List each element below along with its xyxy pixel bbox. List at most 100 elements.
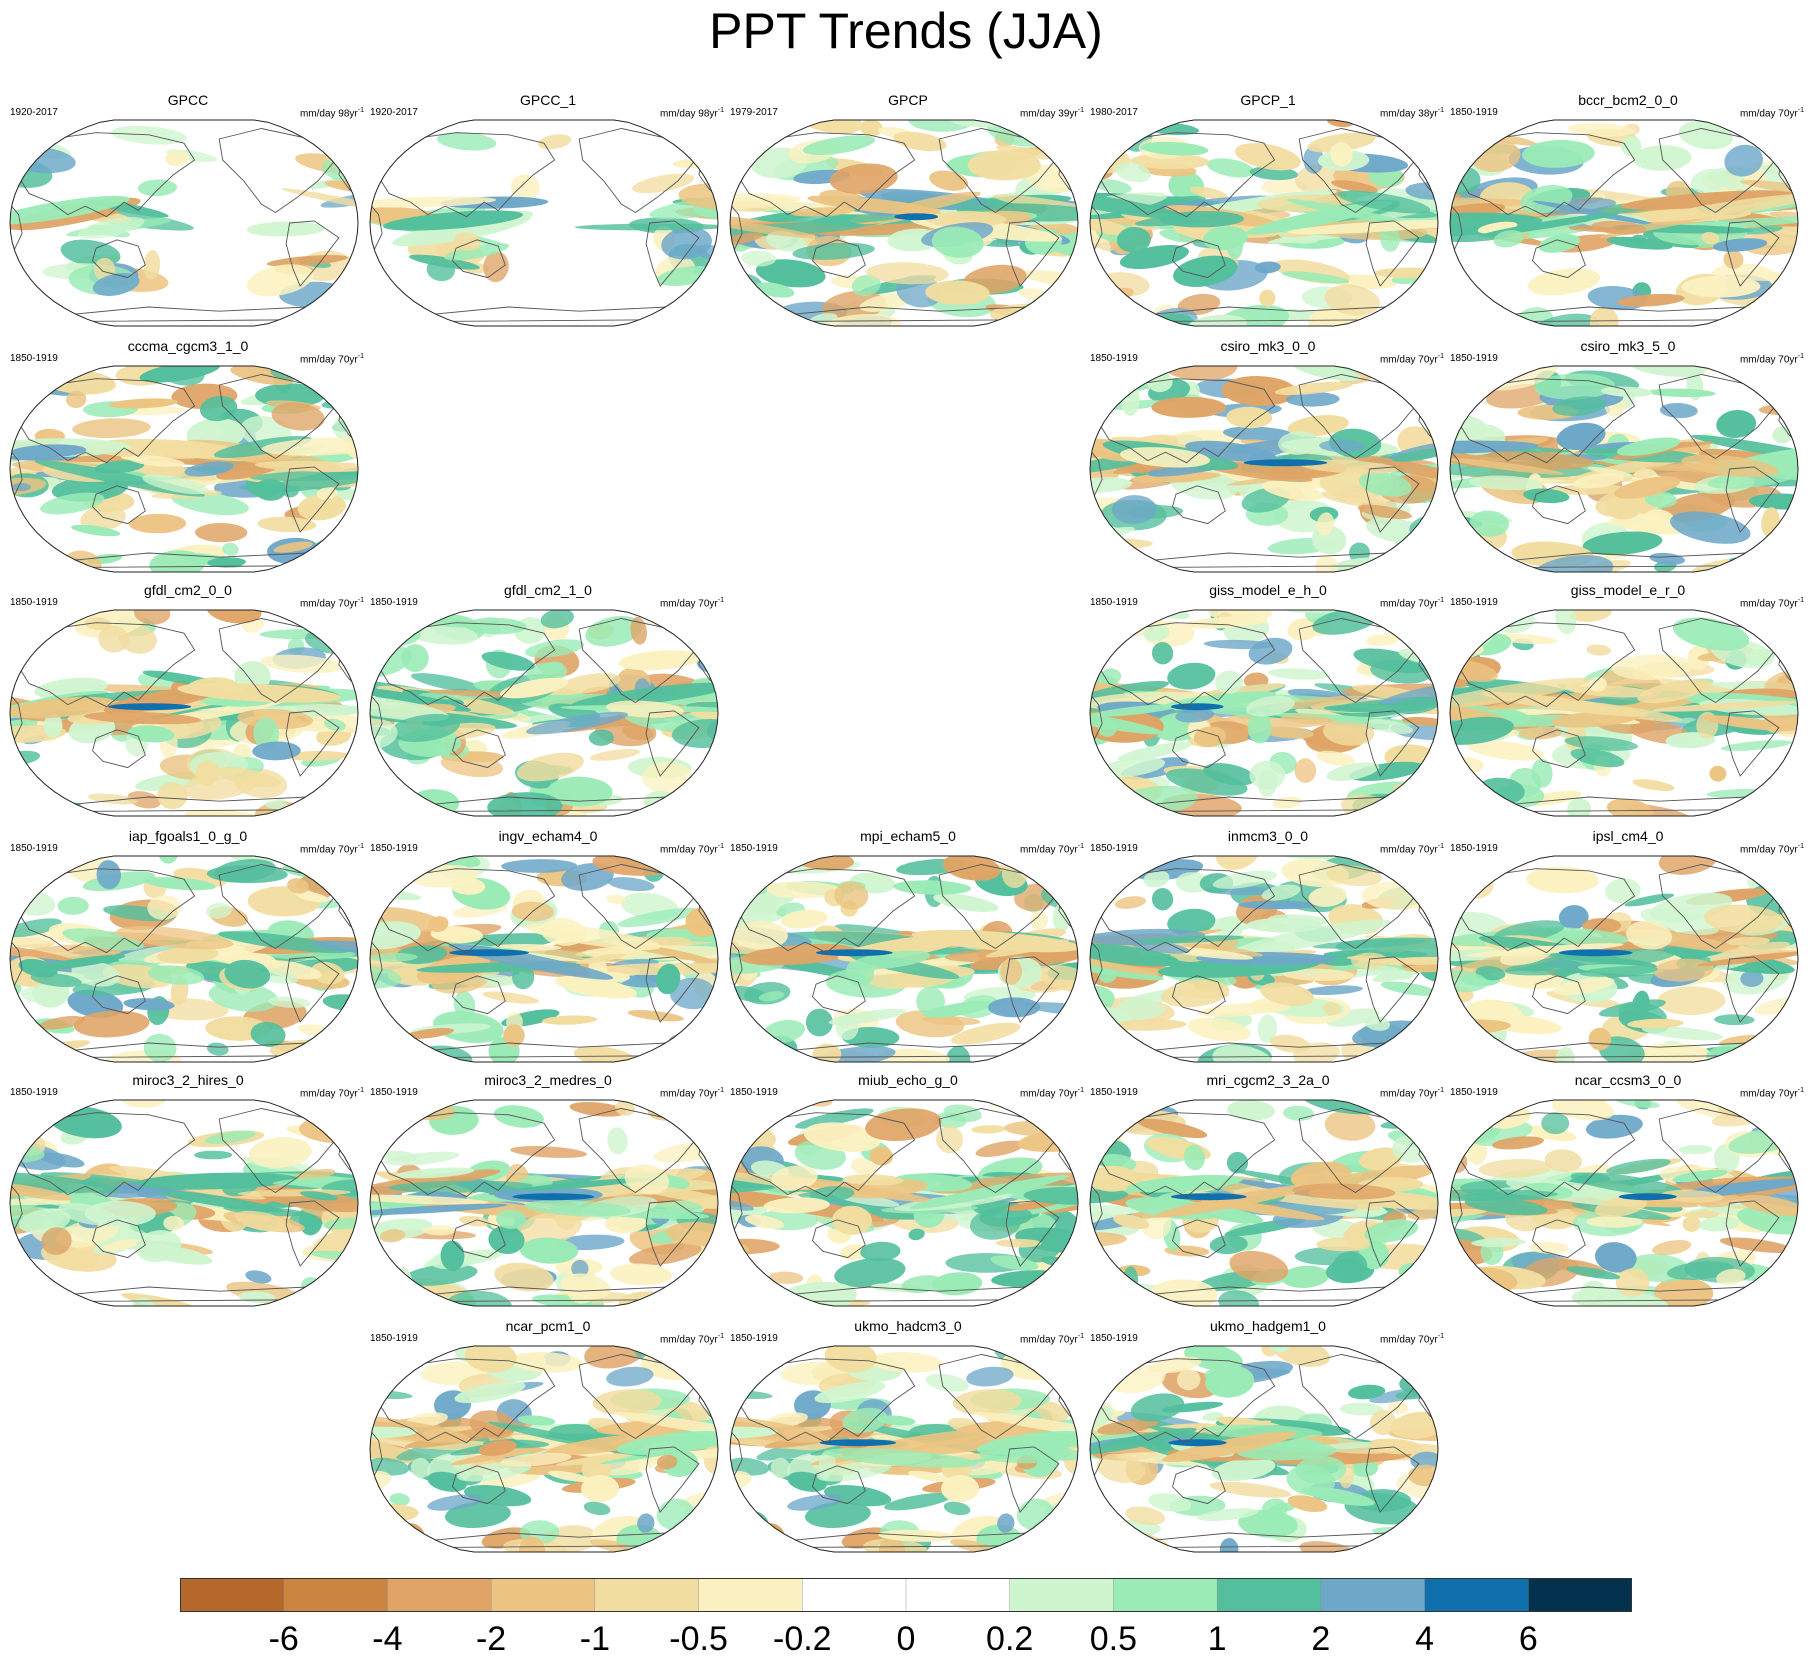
contour-patch: [1159, 366, 1238, 381]
contour-patch: [1450, 1189, 1558, 1201]
panel-title: GPCC: [167, 92, 209, 108]
contour-patch: [1632, 779, 1675, 792]
contour-patch: [10, 800, 34, 816]
contour-patch: [1770, 320, 1798, 326]
contour-patch: [1234, 143, 1301, 171]
contour-patch: [744, 1214, 785, 1229]
coastline-samerica: [1005, 1446, 1060, 1513]
contour-patch: [1450, 311, 1483, 326]
contour-patch: [253, 717, 280, 750]
contour-patch: [295, 891, 329, 903]
contour-patch: [1206, 158, 1255, 178]
coastline-asia: [18, 868, 196, 954]
contour-patch: [10, 696, 115, 719]
contour-patch: [758, 991, 785, 1002]
map-field: [369, 1099, 719, 1307]
coastline-africa: [1090, 446, 1103, 504]
contour-patch: [909, 1175, 1070, 1209]
panel-units: mm/day 70yr-1: [299, 843, 364, 856]
contour-patch: [370, 1203, 508, 1216]
colorbar-swatch: [698, 1578, 803, 1612]
panel-title: giss_model_e_r_0: [1570, 582, 1686, 598]
coastline-australia: [91, 1219, 146, 1259]
contour-patch: [1261, 1346, 1278, 1357]
contour-patch: [1151, 396, 1227, 418]
contour-patch: [1303, 146, 1324, 174]
contour-patch: [922, 1015, 981, 1026]
contour-patch: [1130, 940, 1190, 954]
contour-patch: [222, 542, 239, 556]
coastline-asia: [1098, 378, 1276, 464]
contour-patch: [29, 1100, 69, 1117]
coastline-africa: [1090, 1426, 1103, 1484]
contour-patch: [730, 1100, 770, 1108]
contour-patch: [1568, 123, 1635, 137]
contour-patch: [436, 132, 497, 151]
contour-patch: [143, 1033, 177, 1062]
coastline-asia: [738, 1358, 916, 1444]
contour-patch: [834, 881, 869, 910]
panel-title: gfdl_cm2_0_0: [144, 582, 232, 598]
contour-patch: [423, 1225, 457, 1236]
contour-patch: [1527, 268, 1601, 296]
contour-patch: [204, 1130, 256, 1144]
contour-patch: [1569, 610, 1612, 622]
map-outline: [1089, 609, 1439, 817]
map-panel: ukmo_hadcm3_0 1850-1919 mm/day 70yr-1: [728, 1318, 1088, 1558]
panel-title: miroc3_2_hires_0: [132, 1072, 244, 1088]
panel-units: mm/day 98yr-1: [659, 107, 724, 120]
contour-patch: [1450, 129, 1501, 143]
contour-patch: [320, 1278, 338, 1299]
contour-patch: [592, 1389, 662, 1415]
panel-title: csiro_mk3_5_0: [1580, 338, 1676, 354]
contour-patch: [1090, 644, 1105, 654]
coastline-samerica: [285, 220, 340, 287]
coastline-africa: [1090, 200, 1103, 258]
contour-patch: [1754, 550, 1798, 572]
coastline-namerica: [218, 864, 337, 950]
coastline-asia: [738, 1112, 916, 1198]
contour-patch: [1090, 610, 1121, 634]
contour-patch: [10, 1181, 74, 1201]
coastline-namerica: [578, 618, 697, 704]
contour-patch: [1368, 1438, 1423, 1455]
contour-patch: [979, 1206, 1033, 1227]
contour-patch: [134, 610, 171, 625]
colorbar-swatch: [1216, 1578, 1322, 1612]
panel-units: mm/day 70yr-1: [659, 843, 724, 856]
contour-patch: [1725, 936, 1770, 946]
contour-patch: [58, 1202, 117, 1226]
coastline-australia: [811, 1465, 866, 1505]
contour-patch: [1478, 1158, 1552, 1178]
contour-patch: [57, 896, 89, 915]
coastline-namerica: [578, 1108, 697, 1194]
map-outline: [9, 609, 359, 817]
contour-patch: [518, 1536, 546, 1552]
coastline-australia: [1531, 975, 1586, 1015]
contour-patch: [923, 1001, 994, 1018]
colorbar-tick-label: 2: [1311, 1620, 1331, 1658]
panel-title: ingv_echam4_0: [498, 828, 598, 844]
contour-patch: [77, 216, 145, 239]
contour-patch: [1226, 406, 1273, 429]
contour-patch: [94, 460, 145, 474]
map-panel: gfdl_cm2_1_0 1850-1919 mm/day 70yr-1: [368, 582, 728, 822]
contour-patch: [556, 1452, 637, 1466]
contour-patch: [80, 505, 126, 532]
contour-patch: [1125, 1506, 1166, 1526]
contour-patch: [1185, 440, 1276, 463]
coastline-australia: [1171, 239, 1226, 279]
contour-patch: [1339, 1402, 1383, 1416]
colorbar-swatch: [180, 1578, 285, 1612]
panel-units: mm/day 39yr-1: [1019, 107, 1084, 120]
contour-patch: [770, 1165, 818, 1191]
contour-patch: [1392, 448, 1438, 462]
contour-patch: [1681, 275, 1761, 298]
contour-patch: [1532, 313, 1600, 326]
contour-patch: [1337, 190, 1431, 214]
coastline-australia: [451, 729, 506, 769]
map-field: [9, 855, 359, 1063]
contour-patch: [205, 902, 232, 919]
contour-patch: [524, 1199, 631, 1217]
contour-patch: [1023, 1187, 1078, 1205]
